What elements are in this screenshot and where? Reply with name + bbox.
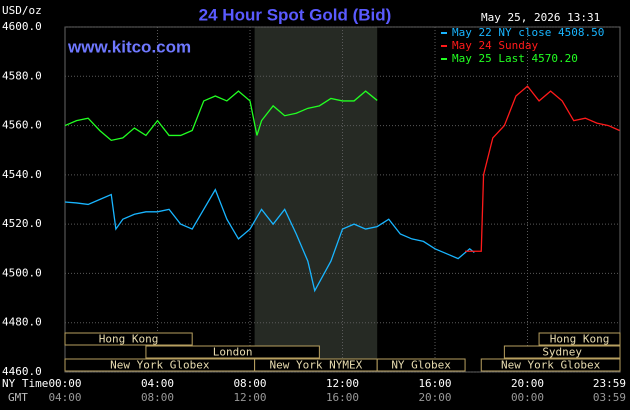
series-line (465, 85, 620, 252)
x-tick-label: 12:00 (326, 377, 359, 390)
x2-tick-label: 12:00 (233, 391, 266, 404)
session-label: New York Globex (110, 359, 210, 372)
x2-tick-label: 16:00 (326, 391, 359, 404)
session-label: Hong Kong (550, 333, 610, 346)
session-box (64, 332, 193, 346)
legend-label: May 25 Last 4570.20 (452, 52, 578, 65)
x2-tick-label: 03:59 (593, 391, 626, 404)
watermark: www.kitco.com (67, 37, 191, 56)
chart-title: 24 Hour Spot Gold (Bid) (199, 5, 392, 24)
session-label: New York Globex (501, 359, 601, 372)
session-box (376, 358, 466, 372)
x-axis-label: NY Time (2, 377, 48, 390)
session-label: New York NYMEX (270, 359, 363, 372)
session-box (538, 332, 621, 346)
legend-label: May 24 Sunday (452, 39, 538, 52)
session-label: Hong Kong (99, 333, 159, 346)
y-tick-label: 4580.0 (2, 69, 42, 82)
x2-tick-label: 08:00 (141, 391, 174, 404)
y-axis-label: USD/oz (2, 4, 42, 17)
x2-tick-label: 20:00 (418, 391, 451, 404)
series-line (64, 188, 475, 293)
y-tick-label: 4520.0 (2, 217, 42, 230)
x-tick-label: 00:00 (48, 377, 81, 390)
nymex-shade (254, 27, 378, 372)
session-label: London (213, 346, 253, 359)
session-label: NY Globex (391, 359, 451, 372)
y-tick-label: 4600.0 (2, 20, 42, 33)
y-tick-label: 4560.0 (2, 119, 42, 132)
x-tick-label: 08:00 (233, 377, 266, 390)
x2-tick-label: 04:00 (48, 391, 81, 404)
session-label: Sydney (542, 346, 582, 359)
session-box (145, 345, 320, 359)
y-tick-label: 4460.0 (2, 365, 42, 378)
x2-axis-label: GMT (8, 391, 28, 404)
x-tick-label: 04:00 (141, 377, 174, 390)
x-tick-label: 20:00 (511, 377, 544, 390)
x-tick-label: 16:00 (418, 377, 451, 390)
session-box (480, 358, 621, 372)
x-tick-label: 23:59 (593, 377, 626, 390)
session-box (503, 345, 621, 359)
series-line (64, 90, 378, 142)
y-tick-label: 4480.0 (2, 316, 42, 329)
legend-label: May 22 NY close 4508.50 (452, 26, 604, 39)
y-tick-label: 4540.0 (2, 168, 42, 181)
x2-tick-label: 00:00 (511, 391, 544, 404)
timestamp: May 25, 2026 13:31 (481, 11, 600, 24)
y-tick-label: 4500.0 (2, 266, 42, 279)
